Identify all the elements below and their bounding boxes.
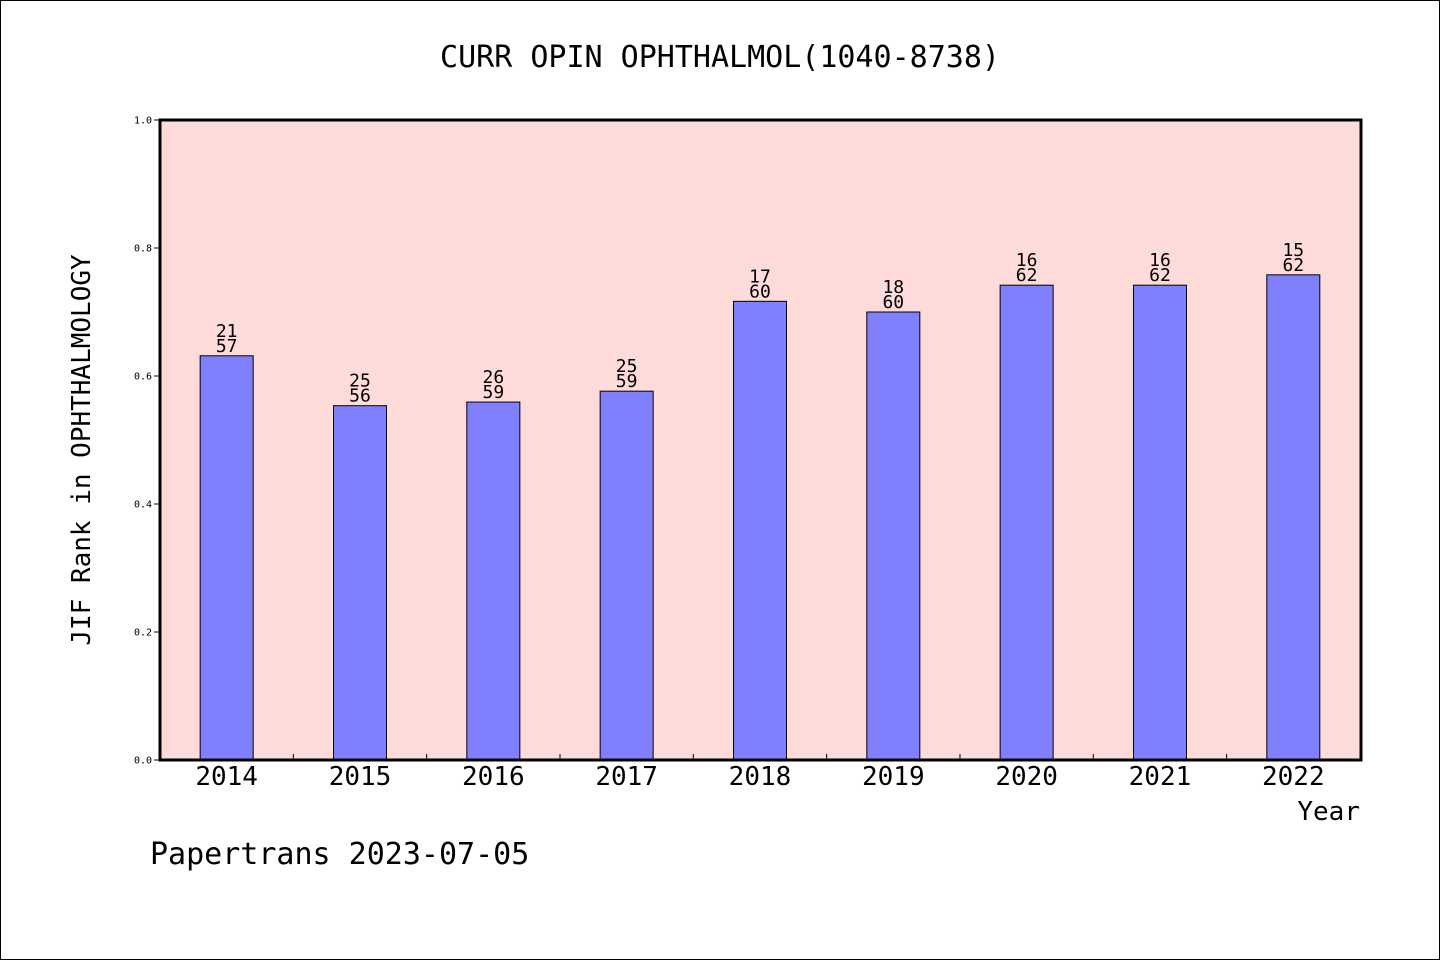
y-axis-label: JIF Rank in OPHTHALMOLOGY: [67, 254, 97, 646]
bar-2022: [1266, 274, 1321, 761]
bar-label-total-2019: 60: [882, 292, 904, 313]
y-tick-label-0.8: 0.8: [134, 244, 152, 255]
bar-2014: [199, 355, 254, 761]
bar-2017: [599, 390, 654, 761]
bar-2016: [466, 401, 521, 761]
bar-2015: [333, 405, 387, 761]
y-tick-label-0.6: 0.6: [134, 372, 152, 383]
bar-label-total-2021: 62: [1149, 265, 1171, 286]
bar-label-rank-2017: 25: [616, 356, 638, 377]
x-axis: 2014 2015 2016 2017 2018 2019 2020 2021 2022: [195, 754, 1325, 792]
bar-label-total-2022: 62: [1282, 255, 1304, 276]
bars-group: [199, 274, 1321, 761]
bar-label-rank-2016: 26: [482, 367, 504, 388]
plot-border: [158, 118, 1363, 762]
x-axis-label: Year: [1297, 797, 1360, 827]
bar-2019: [866, 311, 921, 761]
x-tick-label-2022: 2022: [1262, 762, 1325, 792]
x-tick-label-2016: 2016: [462, 762, 525, 792]
bar-label-total-2014: 57: [216, 336, 238, 357]
chart-title: CURR OPIN OPHTHALMOL(1040-8738): [440, 40, 1000, 75]
bar-label-total-2017: 59: [616, 371, 638, 392]
bar-label-total-2015: 56: [349, 386, 371, 407]
bar-label-rank-2022: 15: [1282, 240, 1304, 261]
bar-label-total-2020: 62: [1016, 265, 1038, 286]
bar-2020: [999, 284, 1054, 761]
bar-label-rank-2021: 16: [1149, 250, 1171, 271]
y-tick-label-0.2: 0.2: [134, 628, 152, 639]
bar-label-rank-2018: 17: [749, 266, 771, 287]
bar-label-total-2018: 60: [749, 281, 771, 302]
y-tick-label-0.4: 0.4: [134, 500, 152, 511]
x-tick-label-2019: 2019: [862, 762, 925, 792]
bar-2018: [732, 300, 787, 761]
y-tick-label-1.0: 1.0: [134, 116, 152, 127]
footer-credit: Papertrans 2023-07-05: [150, 837, 529, 872]
x-tick-label-2021: 2021: [1129, 762, 1192, 792]
x-tick-label-2015: 2015: [329, 762, 392, 792]
x-tick-label-2014: 2014: [195, 762, 258, 792]
x-tick-label-2017: 2017: [595, 762, 658, 792]
bar-label-rank-2014: 21: [216, 321, 238, 342]
y-tick-label-0.0: 0.0: [134, 756, 152, 767]
y-axis: 0.0 0.2 0.4 0.6 0.8 1.0: [134, 116, 160, 767]
bar-label-rank-2015: 25: [349, 371, 371, 392]
bar-label-rank-2019: 18: [882, 277, 904, 298]
x-tick-label-2020: 2020: [995, 762, 1058, 792]
bar-label-rank-2020: 16: [1016, 250, 1038, 271]
bar-2021: [1132, 284, 1187, 761]
bar-label-total-2016: 59: [482, 382, 504, 403]
x-tick-label-2018: 2018: [729, 762, 792, 792]
